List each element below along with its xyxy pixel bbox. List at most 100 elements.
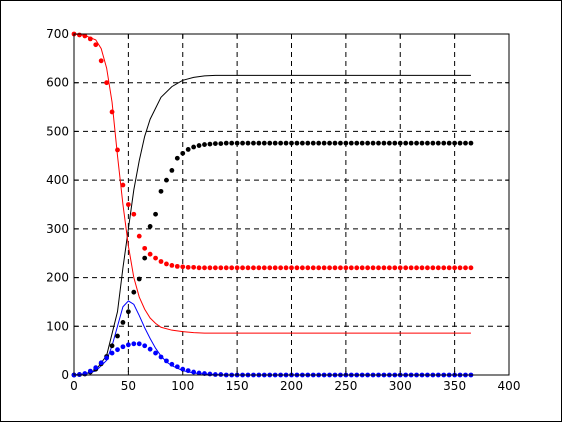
data-point <box>452 265 458 271</box>
data-point <box>343 140 349 146</box>
data-point <box>376 140 381 146</box>
x-tick-label: 300 <box>389 379 412 393</box>
data-point <box>223 140 229 146</box>
data-point <box>158 259 164 264</box>
data-point <box>109 350 115 356</box>
data-point <box>446 265 452 271</box>
data-point <box>142 245 148 251</box>
data-point <box>414 265 419 271</box>
data-point <box>327 140 332 146</box>
data-point <box>310 140 316 146</box>
data-point <box>348 140 354 146</box>
y-tick-label: 300 <box>46 222 69 236</box>
x-tick-label: 50 <box>121 379 136 393</box>
data-point <box>425 140 430 146</box>
data-point <box>289 265 294 271</box>
y-tick-label: 600 <box>46 76 69 90</box>
data-point <box>321 265 327 271</box>
data-point <box>125 342 131 348</box>
data-point <box>408 140 414 146</box>
data-point <box>321 140 327 146</box>
data-point <box>332 265 338 271</box>
data-point <box>153 350 158 356</box>
x-tick-label: 400 <box>498 379 521 393</box>
data-point <box>446 140 452 146</box>
data-point <box>153 211 158 217</box>
data-point <box>392 265 398 271</box>
data-point <box>180 150 186 156</box>
data-point <box>261 140 267 146</box>
data-point <box>354 140 360 146</box>
data-point <box>115 333 120 339</box>
data-point <box>169 361 175 367</box>
data-point <box>153 255 158 261</box>
data-point <box>441 265 447 271</box>
data-point <box>256 265 262 271</box>
y-tick-label: 700 <box>46 27 69 41</box>
data-point <box>397 265 403 271</box>
data-point <box>93 365 99 371</box>
data-point <box>174 364 180 370</box>
y-tick-label: 500 <box>46 124 69 138</box>
data-point <box>327 265 332 271</box>
data-point <box>305 265 311 271</box>
data-point <box>147 251 153 257</box>
data-point <box>365 140 371 146</box>
data-point <box>104 80 110 86</box>
data-point <box>196 265 202 271</box>
data-point <box>283 265 289 271</box>
data-point <box>82 33 88 39</box>
data-point <box>185 368 191 374</box>
data-point <box>305 140 311 146</box>
data-point <box>348 265 354 271</box>
data-point <box>452 140 458 146</box>
x-tick-label: 150 <box>226 379 249 393</box>
data-point <box>457 265 463 271</box>
data-point <box>147 224 153 229</box>
data-point <box>164 358 169 364</box>
data-point <box>441 140 447 146</box>
data-point <box>457 140 463 146</box>
data-point <box>386 140 392 146</box>
data-point <box>316 265 322 271</box>
data-point <box>299 265 305 271</box>
data-point <box>403 140 409 146</box>
data-point <box>435 140 441 146</box>
series-line-1 <box>73 33 471 334</box>
data-point <box>207 141 213 147</box>
data-point <box>185 264 191 270</box>
data-point <box>272 140 278 146</box>
data-point <box>256 140 262 146</box>
data-point <box>408 265 414 271</box>
y-tick-label: 200 <box>46 271 69 285</box>
data-point <box>120 319 126 325</box>
x-tick-label: 350 <box>443 379 466 393</box>
data-point <box>245 140 251 146</box>
data-point <box>147 346 153 352</box>
data-point <box>180 264 186 270</box>
data-point <box>376 265 381 271</box>
data-point <box>370 140 376 146</box>
data-point <box>87 36 93 42</box>
data-point <box>125 309 131 315</box>
data-point <box>115 347 120 353</box>
data-point <box>463 265 468 271</box>
data-point <box>359 265 365 271</box>
data-point <box>104 355 110 361</box>
data-point <box>125 202 131 207</box>
data-point <box>191 264 197 270</box>
data-point <box>180 366 186 372</box>
data-point <box>251 265 256 271</box>
data-point <box>115 147 120 153</box>
data-point <box>93 42 99 48</box>
data-point <box>202 142 207 147</box>
data-point <box>278 265 284 271</box>
data-point <box>191 369 197 375</box>
data-point <box>343 265 349 271</box>
y-tick-label: 400 <box>46 173 69 187</box>
data-point <box>354 265 360 271</box>
data-point <box>267 140 273 146</box>
data-point <box>359 140 365 146</box>
data-point <box>414 140 419 146</box>
